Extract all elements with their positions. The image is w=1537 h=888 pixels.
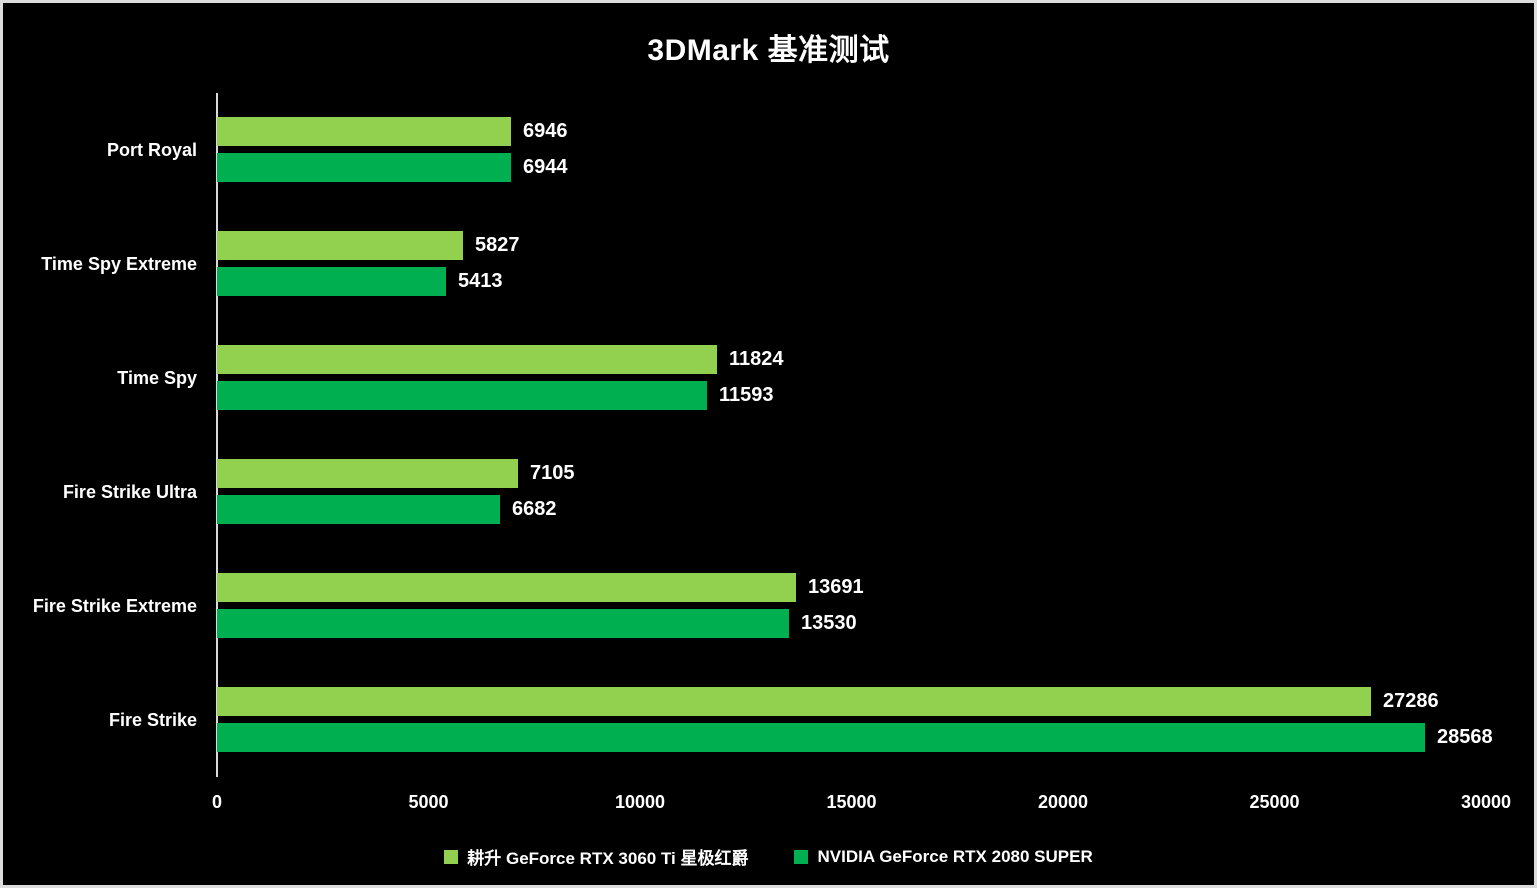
x-axis-tick-label: 15000 — [826, 792, 877, 812]
value-label: 5827 — [475, 234, 520, 256]
bar-series1 — [217, 687, 1371, 716]
x-axis-tick-label: 25000 — [1249, 792, 1300, 812]
bar-series2 — [217, 267, 446, 296]
legend: 耕升 GeForce RTX 3060 Ti 星极红爵 NVIDIA GeForc… — [3, 844, 1534, 869]
legend-item: 耕升 GeForce RTX 3060 Ti 星极红爵 — [444, 844, 748, 869]
bar-series1 — [217, 459, 518, 488]
x-axis-tick-label: 20000 — [1037, 792, 1089, 812]
value-label: 13530 — [801, 612, 857, 634]
value-label: 6682 — [512, 498, 557, 520]
chart-title: 3DMark 基准测试 — [647, 34, 890, 67]
legend-swatch-icon — [794, 849, 809, 864]
value-label: 5413 — [458, 270, 503, 292]
legend-label: NVIDIA GeForce RTX 2080 SUPER — [817, 846, 1093, 866]
value-label: 28568 — [1437, 726, 1493, 748]
category-label: Fire Strike Extreme — [32, 596, 197, 616]
bar-series2 — [217, 153, 511, 182]
value-label: 27286 — [1383, 690, 1439, 712]
legend-label: 耕升 GeForce RTX 3060 Ti 星极红爵 — [467, 849, 749, 868]
x-axis-tick-label: 10000 — [614, 792, 666, 812]
bar-series1 — [217, 573, 796, 602]
value-label: 7105 — [530, 462, 575, 484]
value-label: 13691 — [808, 576, 864, 598]
bar-series2 — [217, 381, 707, 410]
bar-series2 — [217, 723, 1425, 752]
value-label: 6946 — [523, 120, 568, 142]
category-label: Time Spy — [117, 368, 197, 388]
x-axis-tick-label: 5000 — [408, 792, 449, 812]
category-label: Port Royal — [106, 140, 197, 160]
value-label: 6944 — [523, 156, 568, 178]
bar-series1 — [217, 345, 717, 374]
legend-item: NVIDIA GeForce RTX 2080 SUPER — [794, 846, 1093, 867]
value-label: 11824 — [729, 348, 784, 370]
x-axis-tick-label: 30000 — [1460, 792, 1512, 812]
bar-series1 — [217, 117, 511, 146]
bar-series1 — [217, 231, 463, 260]
value-label: 11593 — [719, 384, 774, 406]
category-label: Fire Strike — [108, 710, 197, 730]
category-label: Time Spy Extreme — [41, 254, 197, 274]
legend-swatch-icon — [444, 849, 459, 864]
bar-series2 — [217, 495, 500, 524]
category-label: Fire Strike Ultra — [62, 482, 197, 502]
x-axis-tick-label: 0 — [211, 792, 222, 812]
bar-series2 — [217, 609, 789, 638]
y-axis-line — [216, 93, 218, 777]
